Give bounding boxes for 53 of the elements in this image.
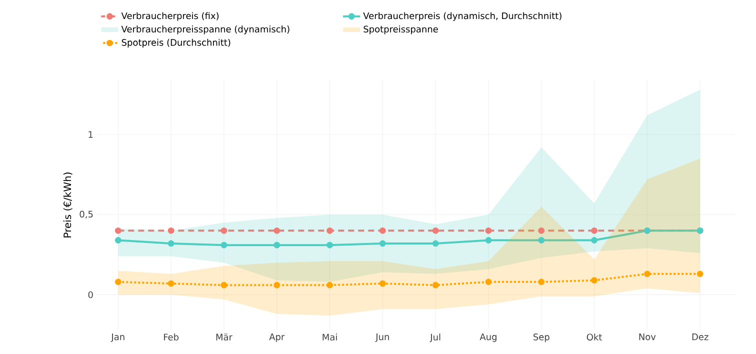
point — [538, 237, 545, 244]
x-tick-label: Mär — [216, 334, 232, 340]
point — [326, 282, 333, 288]
point — [644, 270, 650, 278]
text: Verbraucherpreisspanne (dynamisch) — [121, 26, 290, 34]
point — [168, 227, 174, 234]
x-tick-label: Jun — [375, 334, 389, 342]
point — [538, 278, 545, 286]
y-tick-label: 0,5 — [80, 210, 93, 218]
point — [591, 227, 598, 234]
x-tick-label: Okt — [586, 334, 602, 340]
point — [379, 280, 386, 287]
point — [168, 280, 174, 287]
point — [485, 237, 492, 244]
point — [379, 240, 386, 247]
point — [485, 227, 492, 234]
y-axis-title: Preis (€/kWh) — [63, 172, 72, 238]
x-tick-label: Jul — [430, 334, 440, 342]
x-tick-label: Sep — [533, 334, 550, 342]
point — [220, 282, 228, 288]
y-tick-label: 0 — [88, 291, 93, 298]
point — [379, 227, 386, 234]
point — [326, 242, 333, 248]
point — [220, 227, 228, 234]
point — [220, 242, 228, 248]
text: Spotpreisspanne — [364, 26, 438, 34]
x-tick-label: Jan — [110, 334, 124, 342]
point — [274, 227, 280, 234]
point — [168, 240, 174, 247]
point — [114, 237, 122, 244]
x-tick-label: Mai — [322, 334, 337, 340]
point — [114, 278, 122, 286]
x-tick-label: Feb — [164, 334, 179, 340]
legend-label: Verbraucherpreis (dynamisch, Durchschnitt) — [363, 12, 562, 21]
x-tick-label: Aug — [480, 334, 496, 342]
y-tick-label: 1 — [88, 131, 93, 138]
point — [538, 227, 545, 234]
point — [274, 282, 280, 288]
legend-label: Spotpreis (Durchschnitt) — [122, 38, 230, 48]
x-tick-label: Nov — [639, 334, 656, 340]
point — [114, 227, 122, 234]
point — [326, 227, 333, 234]
x-tick-label: Dez — [692, 334, 708, 340]
legend-label: Verbraucherpreis (fix) — [121, 12, 219, 21]
point — [432, 240, 439, 247]
point — [485, 278, 492, 286]
point — [274, 242, 280, 248]
point — [432, 282, 439, 288]
x-tick-label: Apr — [269, 334, 285, 342]
point — [696, 270, 704, 278]
point — [432, 227, 439, 234]
point — [591, 277, 598, 284]
point — [591, 237, 598, 244]
